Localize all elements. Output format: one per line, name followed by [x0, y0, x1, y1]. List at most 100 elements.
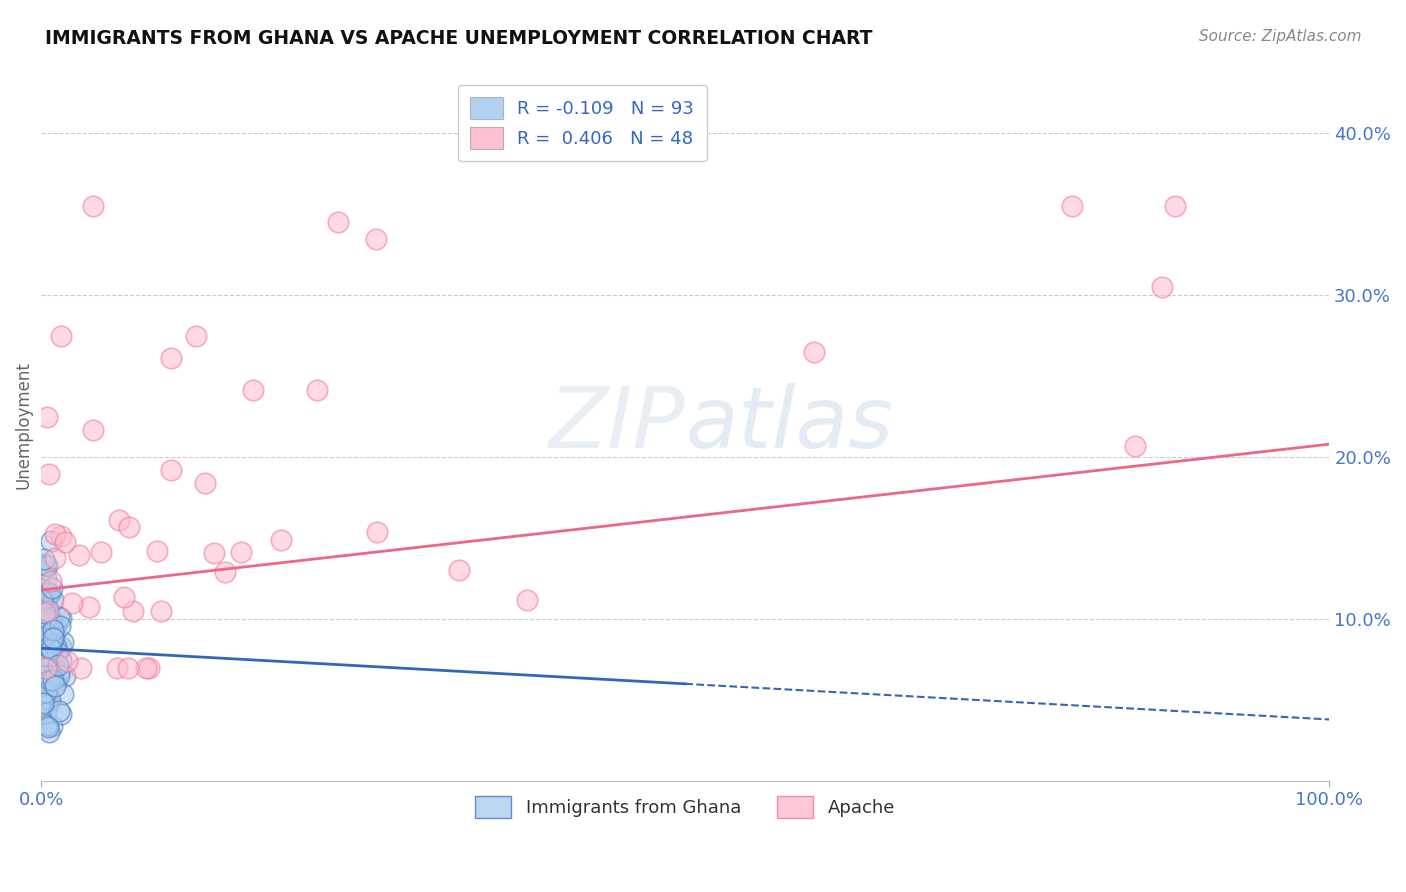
Point	[45, 674, 67, 689]
Y-axis label: Unemployment: Unemployment	[15, 361, 32, 489]
Point	[121, 604, 143, 618]
Point	[35, 673, 58, 688]
Point	[184, 328, 207, 343]
Point	[82, 199, 104, 213]
Point	[37, 720, 59, 734]
Point	[34, 606, 56, 620]
Point	[56, 654, 79, 668]
Point	[34, 660, 56, 674]
Point	[34, 615, 56, 629]
Point	[39, 574, 62, 589]
Point	[38, 623, 60, 637]
Point	[42, 631, 65, 645]
Point	[41, 654, 63, 668]
Point	[45, 640, 67, 654]
Point	[32, 624, 55, 638]
Point	[44, 551, 66, 566]
Point	[37, 604, 59, 618]
Point	[35, 627, 58, 641]
Point	[35, 717, 58, 731]
Point	[49, 706, 72, 721]
Point	[45, 619, 67, 633]
Point	[194, 476, 217, 491]
Point	[90, 544, 112, 558]
Point	[35, 629, 58, 643]
Point	[35, 572, 58, 586]
Point	[49, 528, 72, 542]
Point	[117, 520, 139, 534]
Point	[149, 604, 172, 618]
Point	[37, 652, 59, 666]
Point	[138, 660, 160, 674]
Point	[48, 665, 70, 679]
Point	[31, 582, 53, 596]
Point	[67, 548, 90, 562]
Point	[38, 724, 60, 739]
Point	[35, 558, 58, 573]
Point	[39, 673, 62, 688]
Point	[48, 704, 70, 718]
Point	[49, 640, 72, 654]
Point	[35, 706, 58, 720]
Point	[38, 649, 60, 664]
Point	[35, 589, 58, 603]
Point	[146, 544, 169, 558]
Point	[42, 673, 65, 688]
Point	[60, 597, 83, 611]
Point	[31, 592, 53, 607]
Point	[32, 591, 55, 606]
Point	[32, 702, 55, 716]
Point	[39, 619, 62, 633]
Point	[41, 618, 63, 632]
Point	[516, 593, 538, 607]
Point	[35, 615, 58, 629]
Point	[803, 344, 825, 359]
Point	[35, 665, 58, 680]
Point	[42, 593, 65, 607]
Point	[1163, 199, 1185, 213]
Point	[34, 602, 56, 616]
Point	[53, 668, 76, 682]
Point	[34, 607, 56, 622]
Point	[48, 619, 70, 633]
Point	[31, 592, 53, 607]
Point	[38, 692, 60, 706]
Point	[449, 563, 471, 577]
Point	[39, 620, 62, 634]
Legend: Immigrants from Ghana, Apache: Immigrants from Ghana, Apache	[468, 789, 903, 825]
Point	[32, 552, 55, 566]
Point	[82, 423, 104, 437]
Point	[48, 610, 70, 624]
Point	[270, 533, 292, 548]
Point	[35, 685, 58, 699]
Point	[37, 601, 59, 615]
Point	[159, 351, 181, 365]
Point	[105, 660, 128, 674]
Text: atlas: atlas	[685, 384, 893, 467]
Point	[242, 383, 264, 397]
Point	[51, 687, 73, 701]
Point	[37, 697, 59, 711]
Point	[38, 587, 60, 601]
Point	[39, 533, 62, 548]
Point	[32, 697, 55, 711]
Point	[70, 660, 93, 674]
Point	[31, 631, 53, 645]
Point	[41, 614, 63, 628]
Point	[37, 675, 59, 690]
Point	[366, 525, 388, 540]
Point	[38, 586, 60, 600]
Point	[31, 597, 53, 611]
Point	[214, 566, 236, 580]
Point	[79, 599, 101, 614]
Point	[159, 463, 181, 477]
Point	[366, 231, 388, 245]
Point	[35, 660, 58, 674]
Point	[38, 467, 60, 482]
Point	[51, 653, 73, 667]
Point	[112, 591, 135, 605]
Point	[1150, 280, 1173, 294]
Point	[48, 668, 70, 682]
Point	[41, 662, 63, 676]
Point	[41, 719, 63, 733]
